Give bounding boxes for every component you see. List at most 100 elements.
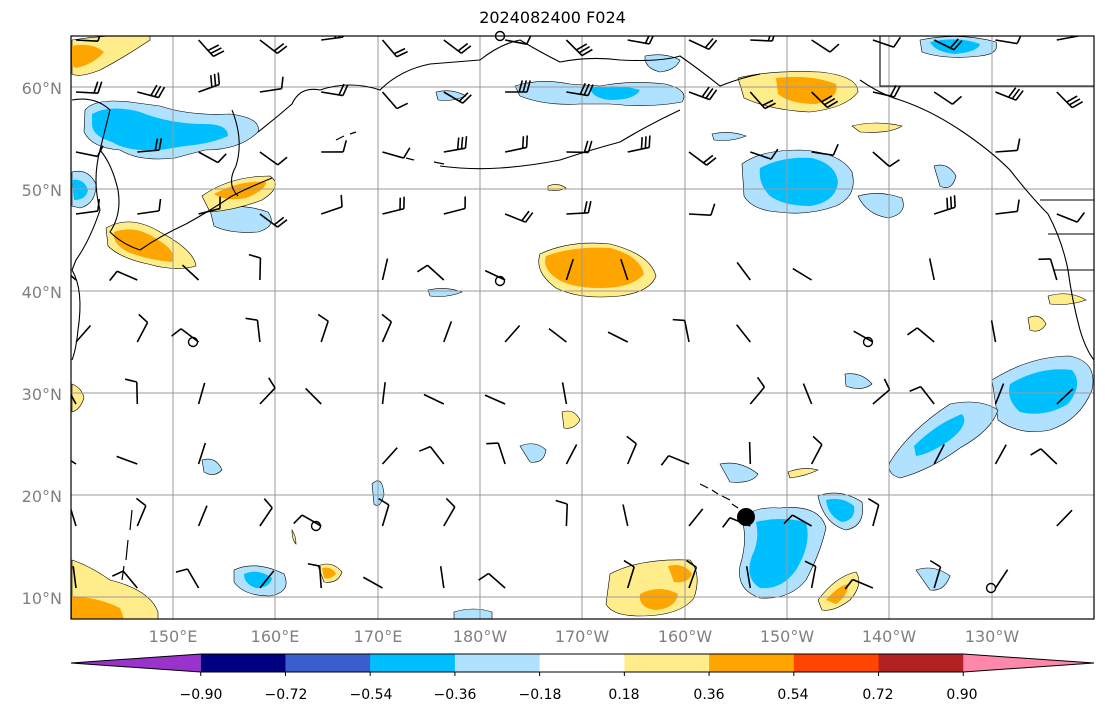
wind-barb: [198, 196, 221, 215]
wind-barb: [321, 83, 349, 97]
wind-barb: [990, 320, 997, 343]
wind-barb: [181, 264, 200, 281]
wind-barb: [443, 196, 466, 215]
lon-label: 170°E: [354, 627, 403, 646]
wind-barb: [994, 569, 1009, 589]
colorbar-label: 0.36: [693, 687, 724, 703]
wind-barb: [607, 331, 629, 343]
pos-anomaly-region: [72, 596, 124, 619]
wind-barb: [548, 327, 567, 343]
wind-barb: [439, 566, 445, 589]
wind-barb: [443, 91, 472, 104]
colorbar-label: −0.72: [265, 687, 308, 703]
wind-barb: [75, 81, 103, 95]
wind-barb: [293, 514, 322, 527]
plot-frame: [70, 35, 1095, 620]
lon-label: 140°W: [862, 627, 917, 646]
lat-label: 40°N: [22, 283, 62, 302]
latitude-labels: 60°N 50°N 40°N 30°N 20°N 10°N: [22, 79, 62, 608]
wind-barb: [929, 559, 942, 589]
wind-barb: [382, 147, 411, 159]
wind-barbs: [71, 36, 1086, 590]
wind-barb: [381, 313, 393, 343]
wind-barb: [137, 198, 162, 215]
wind-barb: [1038, 258, 1058, 281]
wind-barb: [565, 444, 578, 465]
wind-barb: [135, 497, 147, 527]
wind-barb: [566, 200, 592, 215]
wind-barb: [307, 562, 322, 589]
wind-barb: [555, 499, 569, 527]
wind-barb: [321, 140, 348, 153]
wind-barb: [623, 559, 635, 589]
wind-barb: [75, 199, 101, 215]
colorbar-bin: [370, 654, 456, 672]
wind-barb: [995, 199, 1020, 215]
neg-anomaly-region: [914, 414, 965, 456]
wind-barb: [484, 269, 506, 281]
wind-barb: [994, 444, 1007, 465]
wind-barb: [566, 82, 594, 97]
wind-barb: [750, 36, 775, 42]
wind-barb: [259, 39, 288, 55]
wind-barb: [872, 151, 900, 168]
wind-barb: [1056, 509, 1073, 527]
wind-barb: [844, 578, 874, 590]
wind-barb: [505, 80, 531, 93]
wind-barb: [802, 383, 813, 405]
wind-barb: [198, 39, 225, 58]
lat-label: 60°N: [22, 79, 62, 98]
neg-anomaly-region: [915, 567, 951, 591]
wind-barb: [811, 91, 839, 109]
neg-anomaly-region: [244, 571, 272, 588]
colorbar-bin: [454, 654, 541, 672]
wind-barb: [137, 138, 163, 153]
wind-barb: [750, 148, 779, 160]
wind-barb: [378, 497, 390, 527]
colorbar-bin: [624, 654, 710, 672]
wind-barb: [566, 140, 593, 154]
neg-anomaly-region: [590, 86, 640, 100]
wind-barb: [109, 270, 138, 282]
colorbar-label: −0.90: [180, 687, 223, 703]
neg-anomaly-region: [719, 462, 759, 483]
lon-label: 180°W: [453, 627, 508, 646]
calm-circle: [985, 582, 997, 594]
colorbar: [70, 653, 1095, 676]
lon-label: 150°W: [760, 627, 815, 646]
wind-barb: [317, 313, 329, 343]
colorbar-bin: [285, 654, 371, 672]
wind-barb: [745, 566, 752, 589]
wind-barb: [198, 72, 221, 93]
wind-barb: [443, 497, 456, 527]
lon-label: 170°W: [555, 627, 610, 646]
wind-barb: [748, 441, 752, 465]
wind-barb: [198, 151, 227, 164]
wind-barb: [124, 378, 139, 405]
colorbar-label: −0.18: [519, 687, 562, 703]
wind-barb: [995, 36, 1022, 45]
wind-barb: [909, 385, 935, 405]
wind-barb: [620, 258, 629, 281]
wind-barb: [71, 507, 77, 527]
colorbar-labels: −0.90 −0.72 −0.54 −0.36 −0.18 0.18 0.36 …: [180, 687, 978, 703]
wind-barb: [688, 37, 718, 51]
neg-anomaly-region: [826, 498, 855, 522]
wind-barb: [71, 459, 77, 465]
shading-layer: [71, 36, 1094, 619]
wind-barb: [116, 455, 138, 465]
wind-barb: [171, 328, 200, 343]
neg-anomaly-region: [930, 39, 980, 54]
coastlines: [71, 36, 1094, 361]
wind-barb: [136, 313, 149, 343]
wind-barb: [686, 559, 698, 589]
colorbar-extend-max: [963, 654, 1094, 672]
wind-barb: [867, 498, 880, 527]
wind-barb: [259, 570, 275, 589]
neg-anomaly-region: [759, 157, 838, 206]
map-title: 2024082400 F024: [479, 8, 626, 27]
wind-barb: [504, 324, 521, 343]
colorbar-label: −0.36: [434, 687, 477, 703]
wind-barb: [197, 442, 207, 465]
wind-barb: [736, 261, 751, 281]
